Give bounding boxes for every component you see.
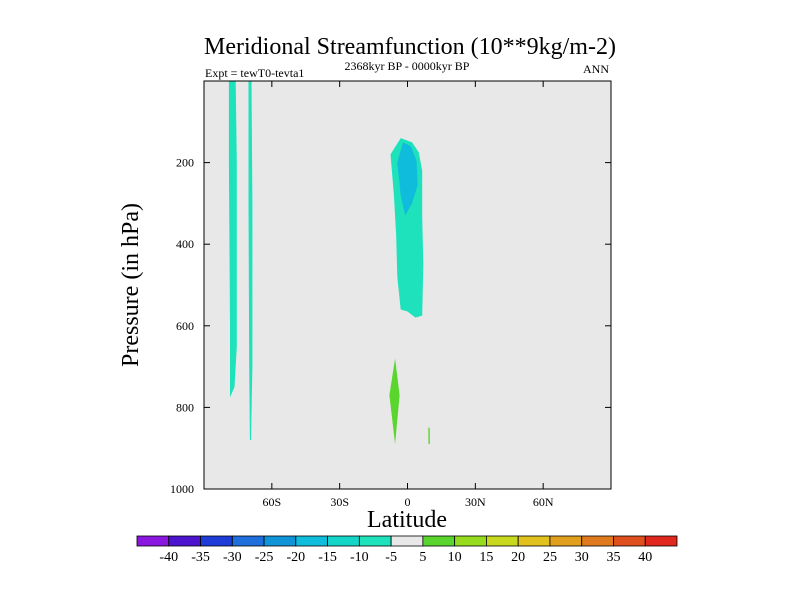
colorbar-swatch — [422, 535, 456, 547]
colorbar-label: -35 — [191, 550, 210, 565]
colorbar-swatch — [231, 535, 265, 547]
x-tick-label: 60S — [262, 495, 281, 509]
y-tick-label: 200 — [176, 156, 194, 170]
colorbar-label: 10 — [448, 550, 462, 565]
x-axis-label: Latitude — [367, 507, 447, 533]
y-tick-label: 400 — [176, 237, 194, 251]
colorbar-swatch — [200, 535, 233, 547]
x-tick-label: 30N — [465, 495, 486, 509]
colorbar-label: 20 — [511, 550, 525, 565]
colorbar-label: 40 — [638, 550, 652, 565]
x-tick-label: 60N — [533, 495, 554, 509]
colorbar-label: 35 — [606, 550, 620, 565]
colorbar-label: 15 — [479, 550, 493, 565]
y-axis-label: Pressure (in hPa) — [118, 203, 144, 367]
y-tick-label: 800 — [176, 400, 194, 414]
colorbar-label: 5 — [419, 550, 426, 565]
colorbar-label: -20 — [286, 550, 305, 565]
x-tick-label: 0 — [405, 495, 411, 509]
colorbar-swatch — [486, 535, 519, 547]
contour-region-equatorial-lower-cell — [389, 358, 400, 445]
contour-regions — [228, 81, 430, 445]
colorbar-label: -40 — [159, 550, 178, 565]
colorbar-swatch — [390, 535, 424, 547]
colorbar-swatch — [454, 535, 487, 547]
colorbar-label: -25 — [255, 550, 274, 565]
colorbar-label: -15 — [318, 550, 337, 565]
y-tick-label: 600 — [176, 319, 194, 333]
y-tick-label: 1000 — [170, 482, 194, 496]
contour-region-southern-polar-band-2 — [248, 81, 253, 440]
colorbar-swatch — [644, 535, 678, 547]
chart-title: Meridional Streamfunction (10**9kg/m-2) — [204, 34, 616, 60]
contour-region-equatorial-upper-core — [397, 142, 418, 216]
colorbar-label: 25 — [543, 550, 557, 565]
colorbar-swatch — [358, 535, 392, 547]
chart-subtitle-center: 2368kyr BP - 0000kyr BP — [345, 59, 470, 73]
colorbar-label: -5 — [385, 550, 397, 565]
colorbar-label: -10 — [350, 550, 369, 565]
colorbar: -40 -35 -30 -25 -20 -15 -10 -5 5 10 15 20 25 30 35 40 — [136, 535, 678, 565]
contour-region-southern-polar-band-1 — [228, 81, 237, 398]
contour-region-north-surface-sliver — [428, 427, 430, 445]
colorbar-swatch — [136, 535, 170, 547]
colorbar-swatch — [517, 535, 551, 547]
colorbar-label: 30 — [575, 550, 589, 565]
axis-ticks: 60S 30S 0 30N 60N 200 400 600 800 1000 — [170, 81, 611, 509]
x-tick-label: 30S — [330, 495, 349, 509]
chart-subtitle-right: ANN — [583, 62, 609, 76]
colorbar-swatch — [327, 535, 360, 547]
colorbar-swatch — [613, 535, 646, 547]
colorbar-label: -30 — [223, 550, 242, 565]
colorbar-swatch — [581, 535, 614, 547]
colorbar-swatch — [295, 535, 328, 547]
colorbar-swatch — [263, 535, 297, 547]
colorbar-swatch — [168, 535, 201, 547]
chart-subtitle-left: Expt = tewT0-tevta1 — [205, 66, 304, 80]
colorbar-swatch — [549, 535, 583, 547]
